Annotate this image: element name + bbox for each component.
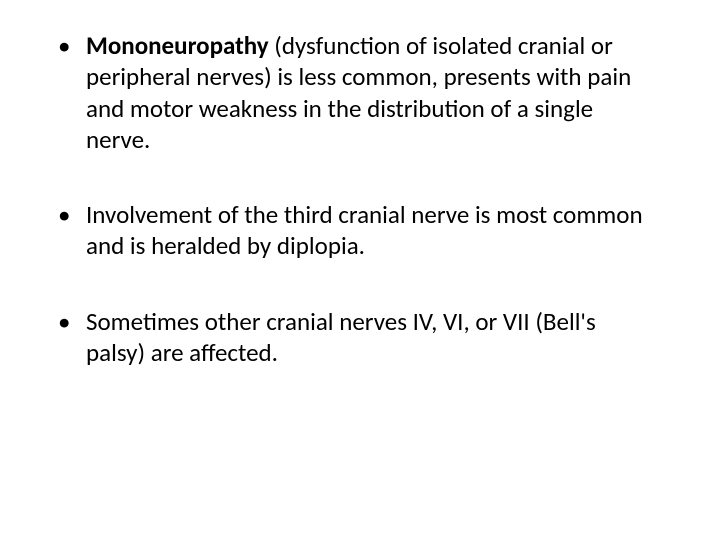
list-item: Involvement of the third cranial nerve i… [50,199,660,262]
list-item: Mononeuropathy (dysfunction of isolated … [50,30,660,155]
list-item: Sometimes other cranial nerves IV, VI, o… [50,306,660,369]
slide: Mononeuropathy (dysfunction of isolated … [0,0,720,540]
bullet-text: Involvement of the third cranial nerve i… [86,199,643,261]
bullet-text: Sometimes other cranial nerves IV, VI, o… [86,306,596,368]
bullet-list: Mononeuropathy (dysfunction of isolated … [50,30,660,368]
bullet-bold-lead: Mononeuropathy [86,30,269,61]
